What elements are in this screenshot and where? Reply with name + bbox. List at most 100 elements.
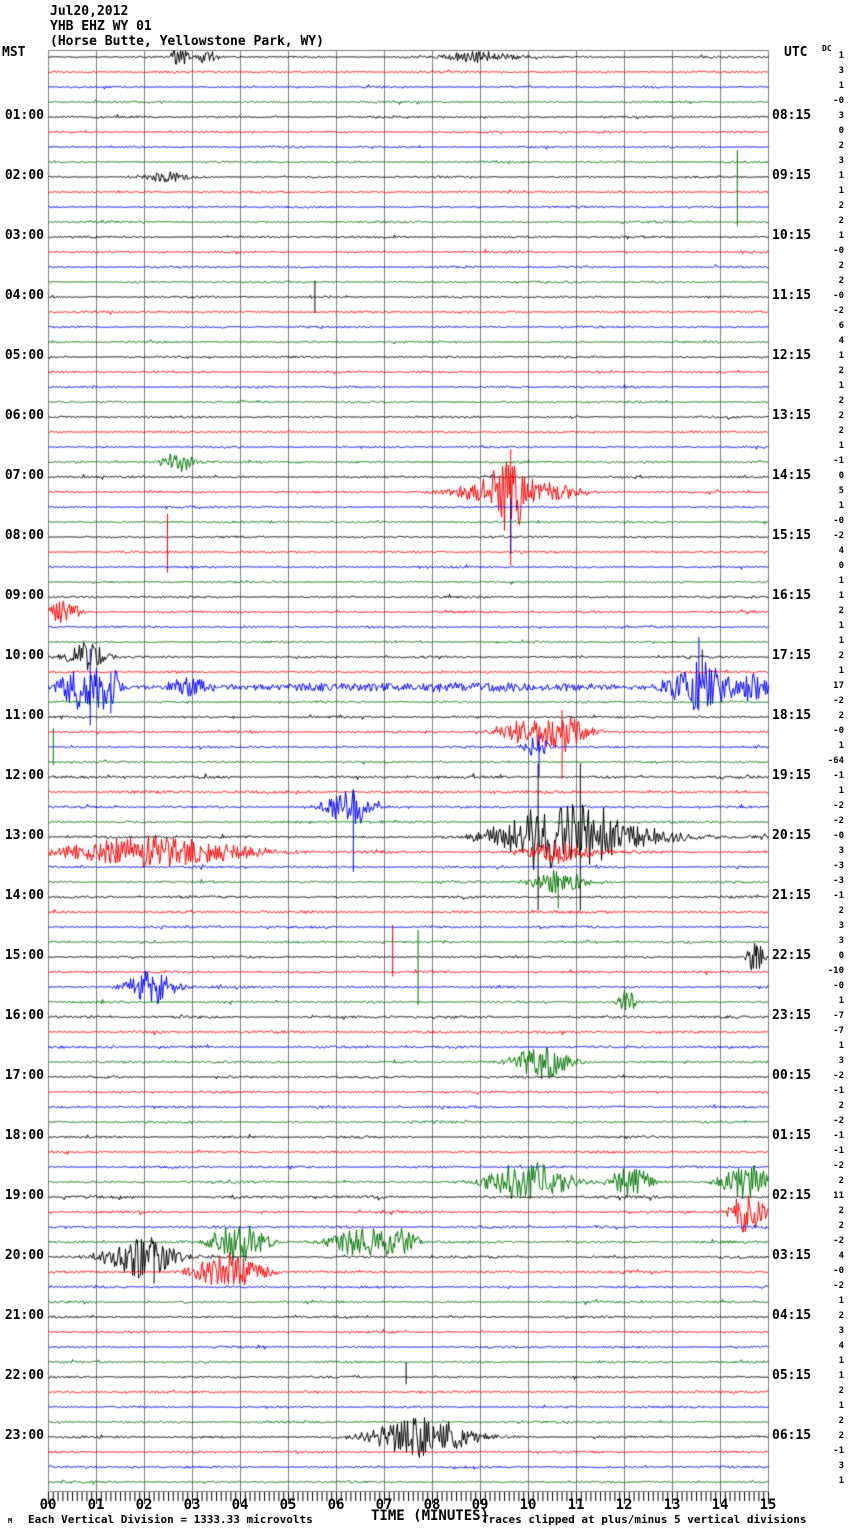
right-time-label: 06:15 xyxy=(772,1428,812,1443)
axis-minute-label: 02 xyxy=(135,1497,153,1513)
dc-value: 1 xyxy=(838,186,844,196)
dc-value: 1 xyxy=(838,231,844,241)
dc-value: 6 xyxy=(838,321,844,331)
dc-value: -0 xyxy=(833,726,844,736)
dc-value: 0 xyxy=(838,951,844,961)
axis-minute-label: 07 xyxy=(375,1497,393,1513)
dc-value: -2 xyxy=(833,696,844,706)
left-time-label: 16:00 xyxy=(4,1008,44,1023)
left-time-label: 12:00 xyxy=(4,768,44,783)
right-time-label: 05:15 xyxy=(772,1368,812,1383)
dc-value: 3 xyxy=(838,1326,844,1336)
dc-value: 2 xyxy=(838,1416,844,1426)
dc-value: -3 xyxy=(833,876,844,886)
right-time-label: 23:15 xyxy=(772,1008,812,1023)
left-time-label: 09:00 xyxy=(4,588,44,603)
dc-value: 3 xyxy=(838,66,844,76)
dc-value: -2 xyxy=(833,531,844,541)
dc-value: -2 xyxy=(833,1116,844,1126)
dc-value: -0 xyxy=(833,96,844,106)
dc-value: -64 xyxy=(827,756,844,766)
right-time-label: 03:15 xyxy=(772,1248,812,1263)
axis-minute-label: 11 xyxy=(567,1497,585,1513)
dc-value: 2 xyxy=(838,1311,844,1321)
axis-minute-label: 04 xyxy=(231,1497,249,1513)
axis-minute-label: 05 xyxy=(279,1497,297,1513)
right-time-label: 00:15 xyxy=(772,1068,812,1083)
dc-value: 1 xyxy=(838,351,844,361)
right-time-label: 04:15 xyxy=(772,1308,812,1323)
dc-value: 4 xyxy=(838,336,844,346)
left-time-label: 20:00 xyxy=(4,1248,44,1263)
dc-value: 1 xyxy=(838,171,844,181)
dc-value: 2 xyxy=(838,141,844,151)
dc-column-header: DC xyxy=(822,44,832,53)
right-timezone-label: UTC xyxy=(784,45,808,60)
left-time-label: 23:00 xyxy=(4,1428,44,1443)
right-time-label: 01:15 xyxy=(772,1128,812,1143)
dc-value: 1 xyxy=(838,591,844,601)
dc-value: 1 xyxy=(838,1356,844,1366)
dc-value: 1 xyxy=(838,666,844,676)
axis-minute-label: 06 xyxy=(327,1497,345,1513)
time-axis-title: TIME (MINUTES) xyxy=(371,1508,490,1524)
axis-minute-label: 10 xyxy=(519,1497,537,1513)
left-time-label: 15:00 xyxy=(4,948,44,963)
dc-value: 4 xyxy=(838,1251,844,1261)
dc-value: 1 xyxy=(838,621,844,631)
dc-value: 2 xyxy=(838,1206,844,1216)
dc-value: 1 xyxy=(838,1371,844,1381)
dc-value: 2 xyxy=(838,276,844,286)
right-time-label: 08:15 xyxy=(772,108,812,123)
header-location: (Horse Butte, Yellowstone Park, WY) xyxy=(50,34,324,49)
left-time-label: 21:00 xyxy=(4,1308,44,1323)
dc-value: 1 xyxy=(838,1296,844,1306)
dc-value: -0 xyxy=(833,246,844,256)
left-time-label: 14:00 xyxy=(4,888,44,903)
dc-value: 2 xyxy=(838,1101,844,1111)
axis-minute-label: 12 xyxy=(615,1497,633,1513)
dc-value: -1 xyxy=(833,456,844,466)
right-time-label: 17:15 xyxy=(772,648,812,663)
right-time-label: 15:15 xyxy=(772,528,812,543)
header-station: YHB EHZ WY 01 xyxy=(50,19,152,34)
footer-mark: M xyxy=(8,1517,13,1525)
dc-value: -7 xyxy=(833,1011,844,1021)
left-time-label: 18:00 xyxy=(4,1128,44,1143)
left-time-label: 01:00 xyxy=(4,108,44,123)
dc-value: 0 xyxy=(838,561,844,571)
axis-minute-label: 03 xyxy=(183,1497,201,1513)
dc-value: -1 xyxy=(833,771,844,781)
dc-value: 2 xyxy=(838,1221,844,1231)
dc-value: 3 xyxy=(838,111,844,121)
dc-value: 3 xyxy=(838,1056,844,1066)
dc-value: -2 xyxy=(833,1281,844,1291)
left-time-label: 04:00 xyxy=(4,288,44,303)
right-time-label: 13:15 xyxy=(772,408,812,423)
dc-value: -2 xyxy=(833,816,844,826)
right-time-label: 20:15 xyxy=(772,828,812,843)
right-time-label: 10:15 xyxy=(772,228,812,243)
right-time-label: 18:15 xyxy=(772,708,812,723)
left-time-label: 08:00 xyxy=(4,528,44,543)
dc-value: -1 xyxy=(833,1446,844,1456)
dc-value: 2 xyxy=(838,651,844,661)
dc-value: -2 xyxy=(833,1161,844,1171)
dc-value: 2 xyxy=(838,1431,844,1441)
dc-value: -1 xyxy=(833,1131,844,1141)
left-time-label: 03:00 xyxy=(4,228,44,243)
dc-value: -1 xyxy=(833,1086,844,1096)
dc-value: 1 xyxy=(838,1401,844,1411)
left-time-label: 02:00 xyxy=(4,168,44,183)
header-date: Jul20,2012 xyxy=(50,4,129,19)
axis-minute-label: 01 xyxy=(87,1497,105,1513)
left-time-label: 19:00 xyxy=(4,1188,44,1203)
left-time-label: 22:00 xyxy=(4,1368,44,1383)
axis-minute-label: 00 xyxy=(39,1497,57,1513)
dc-value: 2 xyxy=(838,411,844,421)
dc-value: 3 xyxy=(838,1461,844,1471)
dc-value: -2 xyxy=(833,306,844,316)
dc-value: -2 xyxy=(833,1071,844,1081)
dc-value: -1 xyxy=(833,891,844,901)
